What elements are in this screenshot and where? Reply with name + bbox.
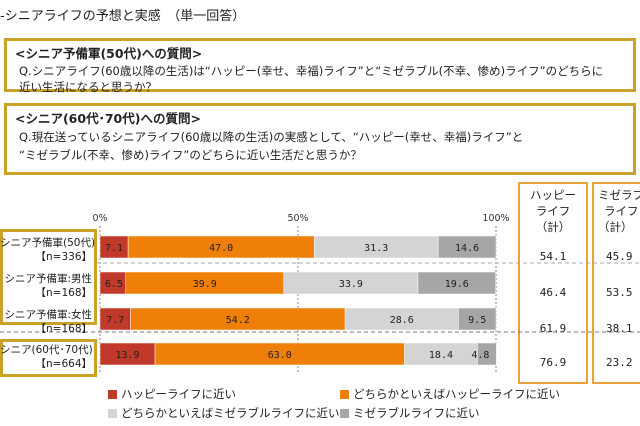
row-label-line: 【n=168】: [35, 323, 93, 335]
row-label-line: シニア予備軍:男性: [4, 273, 92, 285]
question-box-heading: <シニア(60代･70代)への質問>: [15, 111, 201, 126]
page-title: -シニアライフの予想と実感 （単一回答）: [0, 9, 246, 24]
row-label-line: 【n=664】: [35, 358, 93, 370]
happy-total-value: 46.4: [539, 286, 567, 299]
miserable-total-value: 23.2: [606, 356, 633, 369]
data-label: 39.9: [193, 279, 217, 290]
legend-item-happy: ハッピーライフに近い: [108, 386, 236, 402]
question-box-heading: <シニア予備軍(50代)への質問>: [15, 46, 203, 61]
data-label: 18.4: [429, 350, 453, 361]
header-line: （計）: [598, 220, 633, 234]
data-label: 13.9: [115, 350, 139, 361]
bar-segment: [437, 235, 497, 259]
legend-label: ハッピーライフに近い: [121, 387, 236, 401]
miserable-total-header: ミゼラブ ライフ （計）: [594, 184, 640, 235]
header-line: ライフ: [604, 204, 639, 218]
legend-swatch: [340, 389, 349, 399]
data-label: 47.0: [209, 243, 233, 254]
data-label: 7.1: [105, 243, 123, 254]
row-label-pre-senior-female: シニア予備軍:女性 【n=168】: [0, 308, 96, 336]
senior-group-frame: [0, 339, 97, 377]
question-line: “ミゼラブル(不幸、惨め)ライフ”のどちらに近い生活だと思うか？: [19, 148, 362, 162]
data-label: 14.6: [455, 243, 479, 254]
legend-swatch: [108, 389, 117, 399]
row-label-line: シニア予備軍(50代): [0, 237, 96, 249]
miserable-total-value: 53.5: [606, 286, 633, 299]
legend-item-miserable: ミゼラブルライフに近い: [340, 405, 480, 421]
row-label-line: シニア(60代･70代): [0, 344, 93, 356]
question-line: Q.現在送っているシニアライフ(60歳以降の生活)の実感として、“ハッピー(幸せ…: [19, 130, 524, 144]
data-label: 9.5: [468, 315, 486, 326]
data-label: 6.5: [105, 279, 123, 290]
data-label: 4.8: [471, 350, 489, 361]
data-label: 63.0: [268, 350, 292, 361]
row-label-pre-senior: シニア予備軍(50代) 【n=336】: [0, 236, 96, 264]
header-line: ミゼラブ: [598, 188, 640, 202]
data-label: 31.3: [364, 243, 388, 254]
legend-label: どちらかといえばハッピーライフに近い: [353, 387, 560, 401]
legend-item-somewhat-happy: どちらかといえばハッピーライフに近い: [340, 386, 560, 402]
axis-tick-label: 0%: [92, 213, 107, 224]
row-label-senior: シニア(60代･70代) 【n=664】: [0, 343, 96, 371]
data-label: 33.9: [339, 279, 363, 290]
axis-tick-label: 50%: [287, 213, 308, 224]
happy-total-panel: ハッピー ライフ （計） 54.1 46.4 61.9 76.9: [518, 182, 588, 384]
data-label: 19.6: [445, 279, 469, 290]
question-box-senior: <シニア(60代･70代)への質問> Q.現在送っているシニアライフ(60歳以降…: [4, 103, 636, 175]
legend-label: どちらかといえばミゼラブルライフに近い: [121, 406, 340, 420]
happy-total-value: 76.9: [539, 356, 567, 369]
row-label-line: 【n=168】: [35, 287, 93, 299]
axis-tick-label: 100%: [482, 213, 509, 224]
header-line: ライフ: [535, 204, 571, 218]
data-label: 7.7: [106, 315, 124, 326]
header-line: ハッピー: [530, 188, 576, 202]
bar-segment: [477, 342, 497, 366]
legend-item-somewhat-miserable: どちらかといえばミゼラブルライフに近い: [108, 405, 340, 421]
miserable-total-value: 45.9: [606, 250, 633, 263]
data-label: 54.2: [226, 315, 250, 326]
pre-senior-group-frame: [0, 229, 97, 325]
legend-swatch: [108, 408, 117, 418]
bar-segment: [417, 271, 496, 295]
question-line: 近い生活になると思うか？: [19, 80, 157, 94]
miserable-total-panel: ミゼラブ ライフ （計） 45.9 53.5 38.1 23.2: [592, 182, 640, 384]
happy-total-header: ハッピー ライフ （計）: [520, 184, 586, 235]
row-label-line: シニア予備軍:女性: [4, 309, 92, 321]
question-line: Q.シニアライフ(60歳以降の生活)は“ハッピー(幸せ、幸福)ライフ”と“ミゼラ…: [19, 64, 604, 78]
happy-total-value: 54.1: [539, 250, 567, 263]
question-text: Q.現在送っているシニアライフ(60歳以降の生活)の実感として、“ハッピー(幸せ…: [7, 127, 633, 164]
header-line: （計）: [535, 220, 571, 234]
question-box-pre-senior: <シニア予備軍(50代)への質問> Q.シニアライフ(60歳以降の生活)は“ハッ…: [4, 38, 636, 95]
legend-label: ミゼラブルライフに近い: [353, 406, 480, 420]
legend-swatch: [340, 408, 349, 418]
bar-segment: [458, 307, 497, 331]
row-label-pre-senior-male: シニア予備軍:男性 【n=168】: [0, 272, 96, 300]
question-text: Q.シニアライフ(60歳以降の生活)は“ハッピー(幸せ、幸福)ライフ”と“ミゼラ…: [7, 62, 633, 95]
data-label: 28.6: [390, 315, 414, 326]
row-label-line: 【n=336】: [35, 251, 93, 263]
